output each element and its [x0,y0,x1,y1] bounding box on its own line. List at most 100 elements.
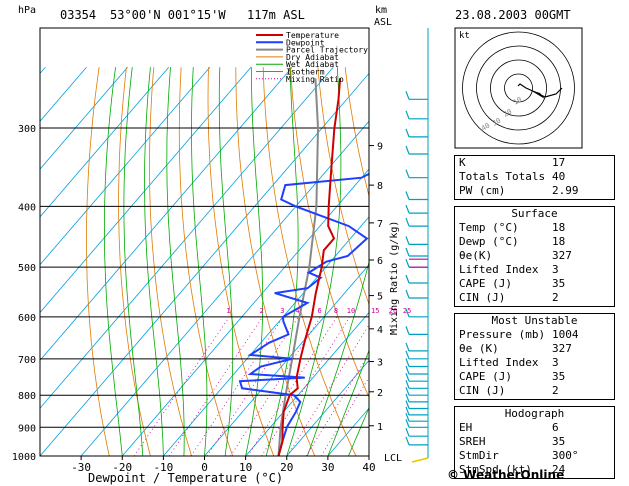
wind-barb [405,365,428,375]
mixing-ratio-label: 2 [260,307,264,315]
isotherm-line [162,216,369,456]
isotherm-line [121,168,369,456]
index-value: 35 [552,435,566,448]
index-row: CIN (J) 2 [455,291,614,305]
altitude-tick-label: 1 [377,422,383,433]
index-label: Lifted Index [459,263,539,276]
index-row: SREH 35 [455,435,614,449]
pressure-tick-label: 1000 [12,452,36,463]
wind-barb [405,236,428,245]
mixing-ratio-label: 3 [280,307,284,315]
altitude-tick-label: 4 [377,325,383,336]
dewpoint-line [238,172,369,456]
wind-barb [405,358,428,368]
altitude-tick-label: 8 [377,181,383,192]
temperature-tick-label: -10 [153,461,173,474]
index-value: 17 [552,156,566,169]
index-label: SREH [459,435,486,448]
pressure-tick-label: 800 [18,391,36,402]
index-value: 24 [552,463,566,476]
index-row: StmDir 300° [455,449,614,463]
pressure-tick-label: 500 [18,263,36,274]
mixing-ratio-labels: 1 2 3 4 6 8 10 15 20 25 [226,307,411,315]
mixing-ratio-label: 4 [295,307,299,315]
dry-adiabat-line [317,67,369,306]
dry-adiabat-line [178,67,234,456]
altitude-tick-label: 9 [377,142,383,153]
index-row: CIN (J) 2 [455,384,614,398]
wind-barb [405,406,428,416]
plot-frame [39,27,370,457]
legend-entry: Wet Adiabat [286,60,339,69]
legend-entry: Dewpoint [286,38,325,47]
index-label: EH [459,421,473,434]
mixing-ratio-line [305,353,369,456]
index-row: Lifted Index 3 [455,356,614,370]
most-unstable-title: Most Unstable [491,314,578,327]
index-label: Pressure (mb) [459,328,546,341]
wind-barb [405,419,428,428]
hodograph-ring-label: 20 [502,108,513,119]
sounding-profiles [238,78,369,456]
hodograph-ring [462,31,575,145]
hodograph-ring [476,45,561,131]
isotherm-line [40,66,334,409]
altitude-unit-km: km [375,5,387,16]
isotherm-line [286,359,369,456]
mixing-ratio-line [320,376,369,456]
dry-adiabat-line [262,67,357,456]
legend-entry: Mixing Ratio [286,75,344,84]
station-location: 53°00'N 001°15'W [110,8,226,22]
station-elevation: 117m ASL [247,8,305,22]
index-label: θe (K) [459,342,499,355]
wet-adiabat-line [104,67,123,456]
hodograph-section: Hodograph EH 6 SREH 35 StmDir 300° StmSpd (kt)… [454,406,615,479]
index-row: EH 6 [455,421,614,435]
pressure-unit: hPa [18,5,36,16]
pressure-tick-label: 300 [18,124,36,135]
legend-entry: Dry Adiabat [286,53,339,62]
dry-adiabat-line [118,67,151,456]
altitude-tick-label: 3 [377,358,383,369]
indices-table: K 17 Totals Totals 40 PW (cm) 2.99 Surface Te… [454,155,615,485]
storm-motion-arrow [530,90,545,99]
most-unstable-section: Most Unstable Pressure (mb) 1004 θe (K) 327… [454,313,615,400]
wind-barb [405,91,428,100]
background-lines [40,66,369,456]
wind-barb [405,350,428,360]
wind-barb [405,380,428,389]
temperature-line [277,78,342,456]
mixing-ratio-label: 1 [226,307,230,315]
brand-logo: © WeatherOnline [447,468,565,482]
x-axis-label: Dewpoint / Temperature (°C) [88,471,283,485]
mixing-ratio-label: 10 [347,307,355,315]
isotherm-line [40,72,369,456]
index-row: Dewp (°C) 18 [455,235,614,249]
altitude-tick-label: 2 [377,388,383,399]
index-value: 35 [552,277,566,290]
wind-barb [405,342,428,352]
wet-adiabat-line [265,67,299,456]
mixing-ratio-label: 6 [318,307,322,315]
temperature-tick-label: -30 [71,461,91,474]
wet-adiabat-line [144,67,164,456]
surface-title: Surface [511,207,558,220]
index-label: CAPE (J) [459,370,512,383]
wind-barb [405,110,428,120]
wet-adiabat-line [166,67,185,456]
wind-barb [405,412,428,422]
altitude-tick-label: 6 [377,256,383,267]
mixing-ratio-line [247,316,338,456]
dry-adiabat-line [207,67,275,456]
wind-barb [405,247,428,257]
isotherm-line [40,66,170,218]
wind-barb [405,436,428,446]
wind-barb [405,427,428,437]
index-row: PW (cm) 2.99 [455,184,614,198]
hodograph-unit: kt [459,31,470,41]
wind-barb [409,258,428,268]
dry-adiabat-line [344,67,369,198]
index-value: 2 [552,291,559,304]
wind-barb [405,274,428,284]
